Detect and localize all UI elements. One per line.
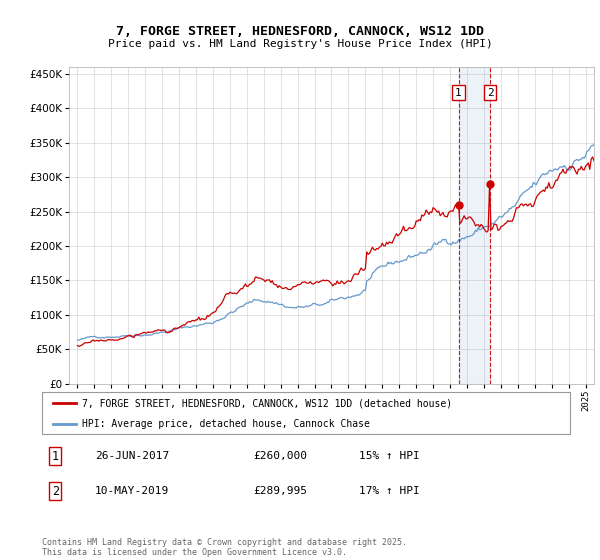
Text: Contains HM Land Registry data © Crown copyright and database right 2025.
This d: Contains HM Land Registry data © Crown c… [42,538,407,557]
Text: 2: 2 [487,87,494,97]
Text: 15% ↑ HPI: 15% ↑ HPI [359,451,419,461]
Text: 7, FORGE STREET, HEDNESFORD, CANNOCK, WS12 1DD: 7, FORGE STREET, HEDNESFORD, CANNOCK, WS… [116,25,484,38]
Bar [458,67,490,384]
Text: 26-JUN-2017: 26-JUN-2017 [95,451,169,461]
Text: 17% ↑ HPI: 17% ↑ HPI [359,487,419,496]
Text: Price paid vs. HM Land Registry's House Price Index (HPI): Price paid vs. HM Land Registry's House … [107,39,493,49]
FancyBboxPatch shape [42,392,570,434]
Text: 1: 1 [52,450,59,463]
Text: 1: 1 [455,87,462,97]
Text: HPI: Average price, detached house, Cannock Chase: HPI: Average price, detached house, Cann… [82,419,370,429]
Text: 10-MAY-2019: 10-MAY-2019 [95,487,169,496]
Text: £289,995: £289,995 [253,487,307,496]
Text: 7, FORGE STREET, HEDNESFORD, CANNOCK, WS12 1DD (detached house): 7, FORGE STREET, HEDNESFORD, CANNOCK, WS… [82,399,452,409]
Text: 2: 2 [52,485,59,498]
Text: £260,000: £260,000 [253,451,307,461]
